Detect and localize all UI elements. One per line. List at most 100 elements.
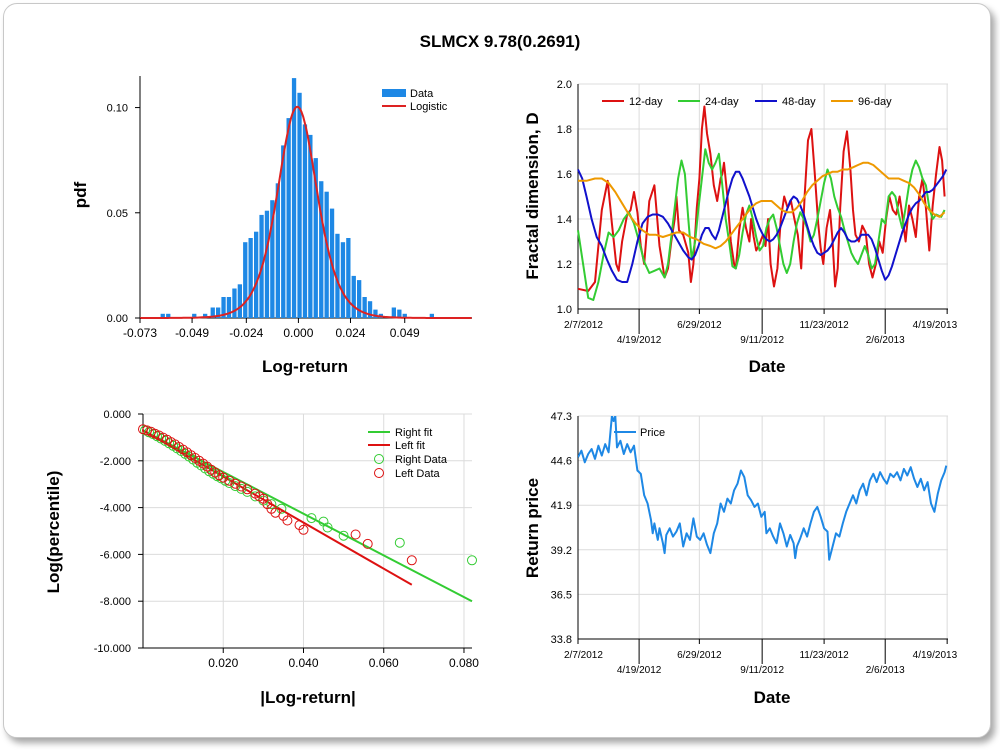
data-point-Right Data — [467, 555, 477, 566]
histogram-bar — [324, 191, 329, 318]
y-tick-label: 0.05 — [107, 208, 128, 220]
histogram-bar — [275, 183, 280, 318]
y-tick-label: -2.000 — [100, 456, 131, 468]
histogram-bar — [340, 242, 346, 318]
x-tick-label: -0.049 — [175, 326, 209, 340]
x-tick-label: 4/19/2012 — [617, 335, 662, 346]
x-tick-label: 2/7/2012 — [564, 650, 603, 661]
data-point-Left Data — [406, 555, 417, 566]
y-tick-label: 0.00 — [107, 313, 128, 325]
histogram-bar — [254, 231, 259, 318]
chart-frame — [3, 3, 991, 738]
y-tick-label: 0.10 — [107, 103, 128, 115]
histogram-bar — [313, 158, 318, 318]
histogram-bar — [226, 297, 232, 318]
x-tick-label: 6/29/2012 — [677, 320, 722, 331]
legend-label-Right fit: Right fit — [395, 427, 432, 439]
legend-label-logistic: Logistic — [410, 101, 448, 113]
y-tick-label: 44.6 — [551, 456, 572, 468]
chart-title: SLMCX 9.78(0.2691) — [419, 32, 581, 51]
histogram-bar — [160, 313, 165, 318]
histogram-bar — [270, 200, 275, 318]
y-tick-label: 1.6 — [557, 169, 572, 181]
data-point-Left Data — [242, 484, 253, 495]
x-axis-label: Date — [749, 357, 786, 376]
y-axis-label: Log(percentile) — [44, 471, 63, 594]
x-tick-label: 2/7/2012 — [564, 320, 603, 331]
x-tick-label: 0.024 — [335, 326, 365, 340]
x-tick-label: 2/6/2013 — [866, 335, 905, 346]
legend-swatch-Right Data — [374, 454, 384, 464]
legend-label-48-day: 48-day — [782, 96, 816, 108]
legend-swatch-data — [382, 89, 406, 97]
histogram-bar — [367, 301, 373, 318]
histogram-bar — [429, 313, 434, 318]
x-tick-label: 4/19/2013 — [913, 650, 958, 661]
histogram-bar — [351, 275, 356, 318]
y-tick-label: 1.0 — [557, 304, 572, 316]
histogram-bar — [192, 313, 197, 318]
x-tick-label: 4/19/2012 — [617, 665, 662, 676]
x-tick-label: 0.080 — [449, 656, 479, 670]
histogram-bar — [166, 313, 171, 318]
data-point-Left Data — [224, 475, 235, 486]
histogram-bar — [264, 210, 270, 318]
histogram-bar — [319, 181, 324, 318]
x-tick-label: 0.049 — [390, 326, 420, 340]
x-tick-label: -0.073 — [123, 326, 157, 340]
x-tick-label: 0.060 — [369, 656, 399, 670]
legend-label-96-day: 96-day — [858, 96, 892, 108]
y-axis-label: pdf — [71, 181, 90, 208]
histogram-bar — [210, 307, 215, 318]
legend-swatch-Left Data — [374, 468, 384, 478]
histogram-bar — [397, 309, 402, 318]
histogram-bar — [286, 118, 291, 318]
x-tick-label: -0.024 — [229, 326, 263, 340]
x-tick-label: 2/6/2013 — [866, 665, 905, 676]
histogram-bar — [357, 280, 362, 318]
histogram-bar — [243, 242, 248, 318]
histogram-bar — [362, 297, 367, 318]
y-tick-label: 36.5 — [551, 589, 572, 601]
y-tick-label: 41.9 — [551, 500, 572, 512]
x-tick-label: 4/19/2013 — [913, 320, 958, 331]
histogram-bar — [335, 233, 340, 318]
legend-label-data: Data — [410, 88, 434, 100]
histogram-bar — [291, 78, 297, 318]
x-tick-label: 0.020 — [208, 656, 238, 670]
y-tick-label: 1.2 — [557, 259, 572, 271]
price-panel: 33.8 36.5 39.2 41.9 44.6 47.3 2/7/2012 4/19/201… — [523, 411, 958, 707]
x-axis-label: |Log-return| — [260, 688, 355, 707]
data-point-Right Data — [306, 513, 317, 524]
y-tick-label: -6.000 — [100, 549, 131, 561]
legend-label-24-day: 24-day — [705, 96, 739, 108]
data-point-Right Data — [322, 522, 333, 533]
x-axis-label: Date — [754, 688, 791, 707]
y-tick-label: 0.000 — [103, 409, 131, 421]
y-tick-label: -8.000 — [100, 596, 131, 608]
histogram-bar — [248, 238, 253, 318]
histogram-bar — [302, 124, 308, 319]
data-point-Left Data — [230, 478, 241, 489]
data-point-Right Data — [230, 481, 241, 492]
x-tick-label: 6/29/2012 — [677, 650, 722, 661]
histogram-bar — [221, 297, 226, 318]
y-axis-label: Return price — [523, 478, 542, 578]
data-point-Left Data — [282, 515, 293, 526]
data-point-Left Data — [350, 529, 361, 540]
data-point-Left Data — [236, 481, 247, 492]
y-tick-label: 47.3 — [551, 411, 572, 423]
x-tick-label: 11/23/2012 — [799, 650, 849, 661]
data-point-Right Data — [224, 478, 235, 488]
data-point-Left Data — [362, 538, 373, 549]
data-point-Left Data — [218, 472, 229, 483]
legend-label-Right Data: Right Data — [395, 454, 448, 466]
series-line-Price — [578, 416, 948, 561]
data-point-Right Data — [394, 537, 405, 548]
y-tick-label: -10.000 — [94, 643, 131, 655]
data-point-Right Data — [236, 483, 247, 494]
histogram-bar — [232, 288, 237, 318]
x-tick-label: 0.000 — [283, 326, 313, 340]
histogram-bar — [308, 134, 313, 318]
